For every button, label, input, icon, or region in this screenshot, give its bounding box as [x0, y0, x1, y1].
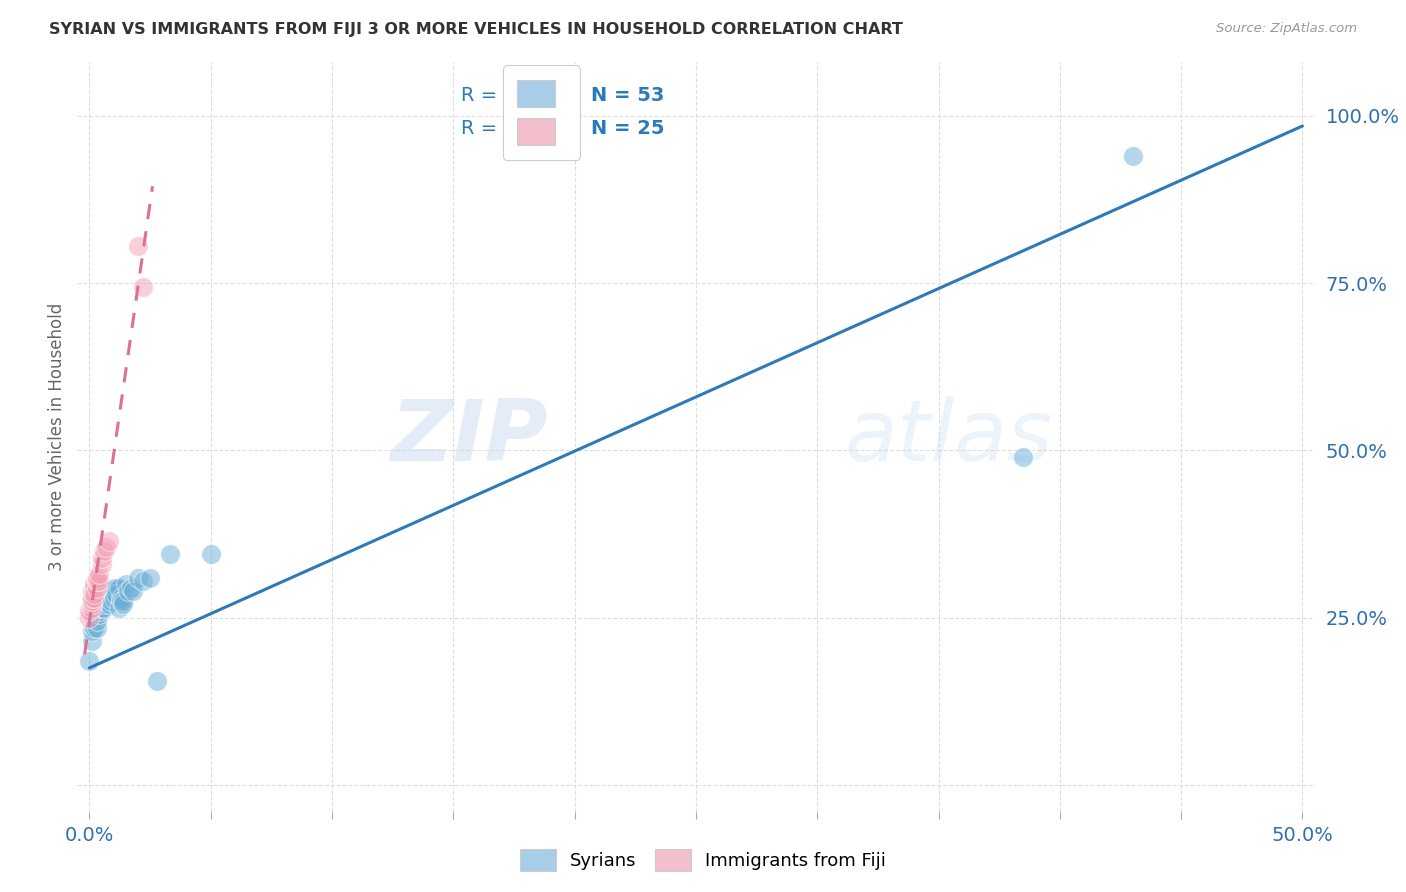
Text: R = 0.894: R = 0.894 — [461, 119, 560, 137]
Point — [107, 581, 129, 595]
Text: Source: ZipAtlas.com: Source: ZipAtlas.com — [1216, 22, 1357, 36]
Point — [93, 598, 115, 612]
Point — [89, 600, 111, 615]
Text: atlas: atlas — [845, 395, 1053, 479]
Point — [89, 604, 111, 618]
Point — [100, 591, 122, 605]
Point — [93, 591, 115, 605]
Point — [86, 571, 108, 585]
Point — [80, 594, 103, 608]
Text: SYRIAN VS IMMIGRANTS FROM FIJI 3 OR MORE VEHICLES IN HOUSEHOLD CORRELATION CHART: SYRIAN VS IMMIGRANTS FROM FIJI 3 OR MORE… — [49, 22, 903, 37]
Point — [93, 600, 115, 615]
Legend: Syrians, Immigrants from Fiji: Syrians, Immigrants from Fiji — [513, 842, 893, 879]
Point — [110, 591, 132, 605]
Point — [90, 600, 112, 615]
Point — [83, 621, 105, 635]
Point — [112, 598, 135, 612]
Point — [83, 581, 105, 595]
Point — [139, 571, 162, 585]
Point — [79, 604, 101, 618]
Point — [127, 239, 149, 253]
Point — [89, 594, 111, 608]
Point — [89, 567, 111, 582]
Point — [86, 598, 108, 612]
Point — [86, 621, 108, 635]
Point — [117, 584, 139, 599]
Text: R = 0.775: R = 0.775 — [461, 87, 560, 105]
Point — [107, 600, 129, 615]
Point — [97, 533, 120, 548]
Point — [90, 594, 112, 608]
Point — [86, 574, 108, 588]
Point — [159, 547, 181, 561]
Point — [1122, 149, 1144, 163]
Point — [93, 544, 115, 558]
Point — [83, 577, 105, 591]
Point — [80, 591, 103, 605]
Point — [83, 591, 105, 605]
Point — [90, 591, 112, 605]
Point — [86, 600, 108, 615]
Point — [89, 594, 111, 608]
Point — [83, 607, 105, 622]
Point — [80, 598, 103, 612]
Point — [1012, 450, 1035, 465]
Point — [79, 611, 101, 625]
Point — [103, 581, 125, 595]
Point — [80, 584, 103, 599]
Point — [200, 547, 222, 561]
Text: N = 25: N = 25 — [591, 119, 664, 137]
Point — [83, 587, 105, 601]
Point — [132, 279, 155, 293]
Point — [127, 571, 149, 585]
Point — [96, 594, 118, 608]
Point — [96, 584, 118, 599]
Legend: , : , — [503, 65, 579, 160]
Point — [132, 574, 155, 588]
Point — [83, 611, 105, 625]
Point — [90, 587, 112, 601]
Point — [105, 587, 128, 601]
Point — [122, 584, 145, 599]
Point — [80, 624, 103, 639]
Point — [120, 581, 142, 595]
Point — [100, 594, 122, 608]
Point — [103, 591, 125, 605]
Point — [89, 574, 111, 588]
Point — [146, 674, 169, 689]
Text: ZIP: ZIP — [389, 395, 547, 479]
Point — [79, 654, 101, 668]
Point — [90, 550, 112, 565]
Point — [97, 584, 120, 599]
Point — [96, 591, 118, 605]
Y-axis label: 3 or more Vehicles in Household: 3 or more Vehicles in Household — [48, 303, 66, 571]
Point — [110, 594, 132, 608]
Point — [105, 581, 128, 595]
Point — [86, 614, 108, 628]
Point — [86, 581, 108, 595]
Point — [90, 557, 112, 572]
Point — [80, 600, 103, 615]
Text: N = 53: N = 53 — [591, 87, 664, 105]
Point — [96, 541, 118, 555]
Point — [89, 607, 111, 622]
Point — [97, 587, 120, 601]
Point — [86, 574, 108, 588]
Point — [115, 577, 138, 591]
Point — [103, 587, 125, 601]
Point — [80, 634, 103, 648]
Point — [97, 598, 120, 612]
Point — [112, 594, 135, 608]
Point — [80, 594, 103, 608]
